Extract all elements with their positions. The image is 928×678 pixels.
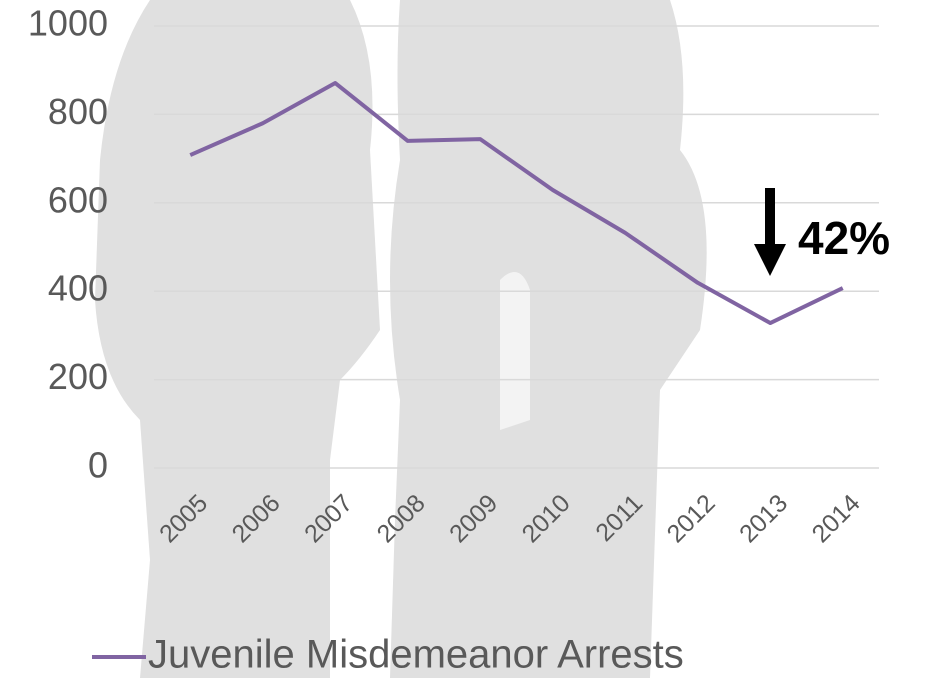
data-line: [189, 81, 844, 326]
y-tick-label: 1000: [28, 3, 108, 44]
y-tick-label: 0: [88, 445, 108, 486]
y-tick-label: 800: [48, 91, 108, 132]
arrow: [754, 188, 786, 276]
x-tick-label: 2012: [662, 489, 721, 548]
background-silhouettes: [95, 0, 707, 678]
y-tick-label: 400: [48, 268, 108, 309]
annotation: 42%: [798, 212, 890, 264]
y-tick-label: 600: [48, 179, 108, 220]
y-tick-label: 200: [48, 356, 108, 397]
x-tick-label: 2014: [807, 489, 866, 548]
legend-label: Juvenile Misdemeanor Arrests: [148, 633, 684, 677]
x-tick-label: 2013: [734, 489, 793, 548]
arrow-head: [754, 244, 786, 276]
